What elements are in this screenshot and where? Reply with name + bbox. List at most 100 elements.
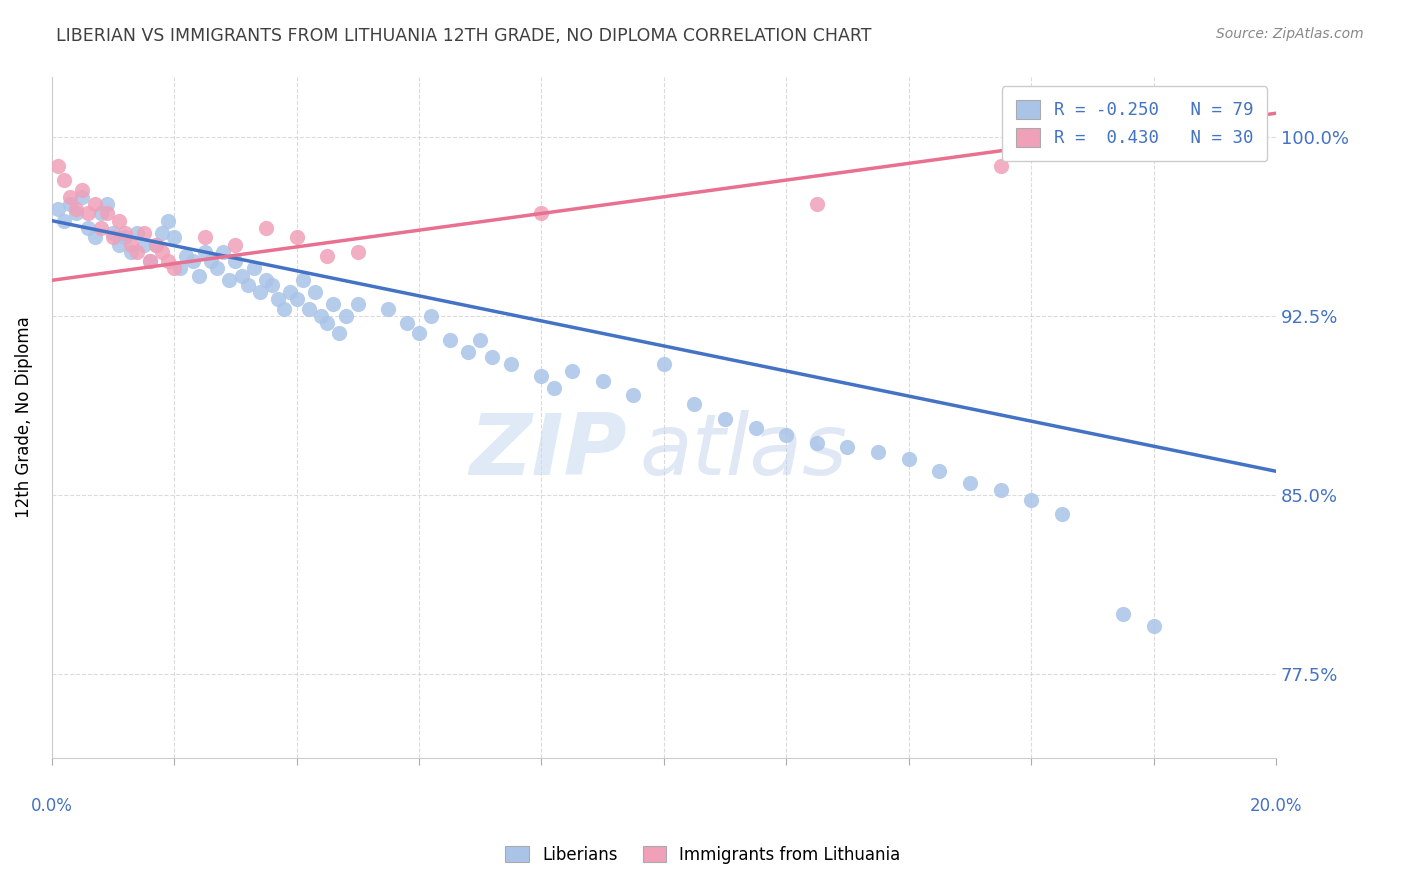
Point — [395, 316, 418, 330]
Point — [262, 278, 284, 293]
Point — [652, 357, 675, 371]
Point — [990, 159, 1012, 173]
Point — [806, 197, 828, 211]
Point — [470, 333, 492, 347]
Point — [316, 316, 339, 330]
Point — [53, 173, 76, 187]
Point — [561, 364, 583, 378]
Point — [132, 226, 155, 240]
Point — [530, 206, 553, 220]
Point — [127, 226, 149, 240]
Point — [77, 220, 100, 235]
Point — [163, 261, 186, 276]
Point — [346, 297, 368, 311]
Point — [72, 190, 94, 204]
Point — [194, 230, 217, 244]
Point — [194, 244, 217, 259]
Point — [127, 244, 149, 259]
Point — [499, 357, 522, 371]
Point — [928, 464, 950, 478]
Point — [108, 213, 131, 227]
Point — [267, 293, 290, 307]
Point — [132, 237, 155, 252]
Point — [200, 254, 222, 268]
Point — [1142, 619, 1164, 633]
Point — [46, 159, 69, 173]
Point — [254, 220, 277, 235]
Point — [530, 368, 553, 383]
Point — [77, 206, 100, 220]
Point — [46, 202, 69, 216]
Point — [304, 285, 326, 300]
Point — [322, 297, 344, 311]
Point — [101, 230, 124, 244]
Point — [1019, 492, 1042, 507]
Point — [249, 285, 271, 300]
Point — [897, 452, 920, 467]
Point — [285, 293, 308, 307]
Point — [181, 254, 204, 268]
Point — [187, 268, 209, 283]
Point — [990, 483, 1012, 498]
Text: ZIP: ZIP — [470, 410, 627, 493]
Point — [163, 230, 186, 244]
Point — [101, 226, 124, 240]
Point — [150, 244, 173, 259]
Point — [744, 421, 766, 435]
Point — [236, 278, 259, 293]
Point — [335, 309, 357, 323]
Point — [298, 301, 321, 316]
Legend: Liberians, Immigrants from Lithuania: Liberians, Immigrants from Lithuania — [499, 839, 907, 871]
Point — [145, 237, 167, 252]
Legend: R = -0.250   N = 79, R =  0.430   N = 30: R = -0.250 N = 79, R = 0.430 N = 30 — [1002, 87, 1267, 161]
Point — [346, 244, 368, 259]
Point — [59, 190, 82, 204]
Point — [1234, 135, 1257, 149]
Point — [309, 309, 332, 323]
Point — [285, 230, 308, 244]
Point — [1112, 607, 1135, 622]
Point — [377, 301, 399, 316]
Point — [96, 197, 118, 211]
Point — [218, 273, 240, 287]
Point — [683, 397, 706, 411]
Point — [212, 244, 235, 259]
Point — [806, 435, 828, 450]
Point — [108, 237, 131, 252]
Point — [868, 445, 890, 459]
Point — [157, 213, 180, 227]
Point — [120, 244, 142, 259]
Point — [138, 254, 160, 268]
Point — [169, 261, 191, 276]
Point — [59, 197, 82, 211]
Point — [1050, 507, 1073, 521]
Point — [157, 254, 180, 268]
Point — [316, 249, 339, 263]
Point — [592, 374, 614, 388]
Point — [481, 350, 503, 364]
Text: 20.0%: 20.0% — [1250, 797, 1302, 814]
Point — [621, 388, 644, 402]
Point — [176, 249, 198, 263]
Text: LIBERIAN VS IMMIGRANTS FROM LITHUANIA 12TH GRADE, NO DIPLOMA CORRELATION CHART: LIBERIAN VS IMMIGRANTS FROM LITHUANIA 12… — [56, 27, 872, 45]
Point — [439, 333, 461, 347]
Point — [83, 230, 105, 244]
Text: atlas: atlas — [640, 410, 848, 493]
Point — [72, 183, 94, 197]
Point — [420, 309, 443, 323]
Point — [90, 220, 112, 235]
Point — [837, 441, 859, 455]
Point — [53, 213, 76, 227]
Point — [114, 230, 136, 244]
Point — [328, 326, 350, 340]
Point — [120, 237, 142, 252]
Point — [408, 326, 430, 340]
Point — [83, 197, 105, 211]
Point — [280, 285, 302, 300]
Point — [291, 273, 314, 287]
Point — [138, 254, 160, 268]
Point — [254, 273, 277, 287]
Point — [145, 237, 167, 252]
Point — [231, 268, 253, 283]
Point — [65, 206, 87, 220]
